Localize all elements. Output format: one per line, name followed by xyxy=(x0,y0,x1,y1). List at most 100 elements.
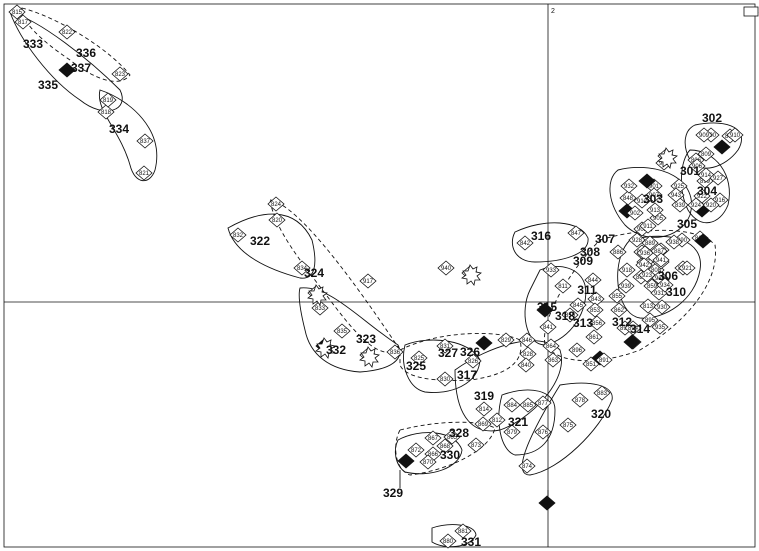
sample-879: 879 xyxy=(503,424,521,440)
cluster-label-315: 315 xyxy=(537,300,557,314)
cluster-label-325: 325 xyxy=(406,359,426,373)
sample-marker-811 xyxy=(554,278,572,294)
sample-marker-911 xyxy=(639,218,657,234)
sample-marker-850 xyxy=(561,307,579,323)
sample-marker-822 xyxy=(58,24,76,40)
sample-872: 872 xyxy=(407,442,425,458)
sample-marker-842 xyxy=(516,235,534,251)
sample-label-940: 940 xyxy=(441,266,452,272)
sample-marker-909 xyxy=(695,127,713,143)
sample-label-895: 895 xyxy=(645,318,656,324)
envelope-334 xyxy=(98,89,158,182)
sample-917: 917 xyxy=(359,273,377,289)
sample-label-887: 887 xyxy=(654,249,665,255)
envelope-322 xyxy=(227,213,316,279)
sample-label-828: 828 xyxy=(523,352,534,358)
sample-marker-885 xyxy=(519,397,537,413)
sample-label-937: 937 xyxy=(540,308,551,314)
sample-marker-913 xyxy=(646,202,664,218)
sample-marker-862 xyxy=(610,302,628,318)
sample-label-885: 885 xyxy=(523,403,534,409)
sample-label-853: 853 xyxy=(590,308,601,314)
sample-marker-878 xyxy=(571,392,589,408)
sample-813: 813 xyxy=(639,298,657,314)
sample-marker-943 xyxy=(667,187,685,203)
sample-marker-902 xyxy=(626,205,644,221)
cluster-label-321: 321 xyxy=(508,415,528,429)
sample-label-910: 910 xyxy=(730,133,741,139)
sample-label-822: 822 xyxy=(62,30,73,36)
sample-label-886: 886 xyxy=(613,250,624,256)
sample-label-834: 834 xyxy=(297,266,308,272)
sample-label-899: 899 xyxy=(700,179,711,185)
sample-913: 913 xyxy=(646,202,664,218)
sample-marker-835 xyxy=(333,323,351,339)
sample-marker-853 xyxy=(586,302,604,318)
sample-marker-895 xyxy=(641,312,659,328)
sample-904: 904 xyxy=(638,173,656,189)
cluster-label-305: 305 xyxy=(677,217,697,231)
cluster-label-336: 336 xyxy=(76,46,96,60)
sample-label-820: 820 xyxy=(272,218,283,224)
sample-label-856: 856 xyxy=(592,321,603,327)
sample-marker-912 xyxy=(633,193,651,209)
sample-833: 833 xyxy=(311,300,329,316)
sample-label-826: 826 xyxy=(468,359,479,365)
sample-marker-907 xyxy=(645,187,663,203)
sample-864: 864 xyxy=(542,338,560,354)
sample-label-925: 925 xyxy=(674,184,685,190)
sample-marker-896 xyxy=(568,342,586,358)
sample-label-868: 868 xyxy=(440,444,451,450)
sample-label-926: 926 xyxy=(698,239,709,245)
sample-label-884: 884 xyxy=(507,403,518,409)
sample-marker-880 xyxy=(439,533,457,549)
sample-marker-820 xyxy=(268,212,286,228)
envelope-333 xyxy=(9,11,123,112)
sample-label-921: 921 xyxy=(682,266,693,272)
envelope-302 xyxy=(684,122,742,169)
sample-881: 881 xyxy=(454,523,472,539)
sample-label-939: 939 xyxy=(621,284,632,290)
sample-829: 829 xyxy=(497,332,515,348)
sample-label-936: 936 xyxy=(640,251,651,257)
cluster-label-327: 327 xyxy=(438,346,458,360)
sample-marker-904 xyxy=(638,173,656,189)
cluster-label-306: 306 xyxy=(658,269,678,283)
sample-850: 850 xyxy=(561,307,579,323)
sample-831: 831 xyxy=(436,338,454,354)
sample-867: 867 xyxy=(424,430,442,446)
sample-842: 842 xyxy=(516,235,534,251)
sample-label-851: 851 xyxy=(586,362,597,368)
sample-label-891: 891 xyxy=(599,358,610,364)
sample-marker-933 xyxy=(542,262,560,278)
sample-870: 870 xyxy=(419,454,437,470)
sample-label-866: 866 xyxy=(428,452,439,458)
sample-marker-906 xyxy=(688,158,706,174)
sample-label-844: 844 xyxy=(588,278,599,284)
burst-marker-802 xyxy=(461,264,482,286)
sample-846: 846 xyxy=(518,332,536,348)
cluster-label-304: 304 xyxy=(697,184,717,198)
burst-marker-803 xyxy=(307,284,328,306)
sample-941: 941 xyxy=(652,252,670,268)
sample-marker-831 xyxy=(436,338,454,354)
sample-marker-921 xyxy=(678,260,696,276)
sample-marker-864 xyxy=(542,338,560,354)
sample-marker-840 xyxy=(517,357,535,373)
sample-911: 911 xyxy=(639,218,657,234)
sample-marker-815 xyxy=(8,4,26,20)
sample-marker-844 xyxy=(584,272,602,288)
sample-label-915: 915 xyxy=(697,208,708,214)
sample-935: 935 xyxy=(651,319,669,335)
sample-label-916: 916 xyxy=(715,198,726,204)
sample-894: 894 xyxy=(624,320,642,336)
sample-marker-868 xyxy=(436,438,454,454)
sample-886: 886 xyxy=(609,244,627,260)
sample-label-911: 911 xyxy=(643,224,653,230)
sample-label-861: 861 xyxy=(589,335,600,341)
sample-828: 828 xyxy=(519,346,537,362)
sample-marker-938 xyxy=(665,234,683,250)
sample-label-819: 819 xyxy=(103,98,114,104)
cluster-label-323: 323 xyxy=(356,332,376,346)
cluster-label-331: 331 xyxy=(461,535,481,549)
